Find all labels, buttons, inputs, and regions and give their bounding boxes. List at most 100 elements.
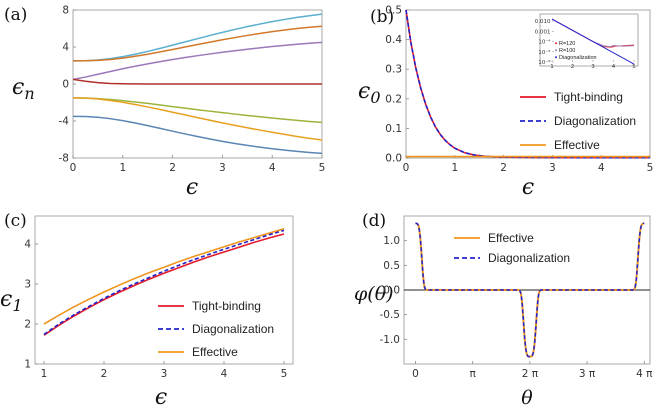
panel-b-ytick-label: 0.0 xyxy=(385,153,402,165)
panel-c-series-Tight-binding xyxy=(43,233,285,336)
panel-d-ytick-label: 0.0 xyxy=(383,285,400,297)
panel-b-xtick-label: 4 xyxy=(598,162,605,174)
panel-b-ytick-label: 0.2 xyxy=(385,93,402,105)
panel-b-xtick-label: 5 xyxy=(647,162,654,174)
panel-d-xtick-label: 4 π xyxy=(636,368,653,380)
panel-c-xtick-label: 2 xyxy=(101,368,108,380)
panel-a-ticks: 0 1 2 3 4 5 -8 -4 0 4 8 xyxy=(59,5,326,175)
panel-d-ytick-label: 0.5 xyxy=(383,260,400,272)
panel-a-xtick-label: 2 xyxy=(169,162,176,174)
panel-a-series-band-1 xyxy=(72,13,323,62)
inset-xtick-label: 1 xyxy=(550,64,554,70)
inset-ytick-label: 10⁻⁵ xyxy=(538,49,550,56)
inset-xtick-label: 5 xyxy=(632,64,636,70)
panel-b-legend-label: Effective xyxy=(554,138,600,152)
panel-d-xlabel: θ xyxy=(521,387,533,409)
panel-c-xtick-label: 3 xyxy=(161,368,168,380)
panel-b-ytick-label: 0.4 xyxy=(385,34,402,46)
panel-a-lines xyxy=(72,13,323,155)
panel-c-lines xyxy=(43,228,285,336)
panel-a-xtick-label: 0 xyxy=(70,162,77,174)
panel-d-xtick-label: 2 π xyxy=(522,368,539,380)
panel-b: (b) ϵ0 ϵ 0 1 2 3 4 50.00.10.20.30.40.5 Tight-… xyxy=(358,5,653,201)
panel-c-series-Diagonalization xyxy=(43,229,285,336)
inset-xtick-label: 4 xyxy=(612,64,616,70)
panel-a-xtick-label: 5 xyxy=(319,162,326,174)
inset-ytick-label: 10⁻⁶ xyxy=(538,59,551,66)
panel-b-ytick-label: 0.5 xyxy=(385,5,402,17)
panel-b-ylabel-base: ϵ xyxy=(358,79,370,104)
panel-a-ytick-label: 8 xyxy=(62,5,69,17)
panel-a-series-band-4 xyxy=(72,78,322,85)
panel-a-ytick-label: -8 xyxy=(59,153,69,165)
panel-d-series-Diagonalization xyxy=(415,222,645,358)
inset-legend-label: R=100 xyxy=(559,48,575,54)
panel-a-xtick-label: 1 xyxy=(119,162,126,174)
panel-c-series-Effective xyxy=(43,228,285,325)
panel-c-xtick-label: 5 xyxy=(281,368,288,380)
panel-b-xlabel: ϵ xyxy=(522,175,534,200)
panel-d-xtick-label: π xyxy=(469,368,476,380)
panel-a-xlabel: ϵ xyxy=(186,175,198,200)
inset-xtick-label: 3 xyxy=(591,64,595,70)
inset-ytick-label: 0.001 xyxy=(535,29,551,35)
panel-a-ytick-label: 4 xyxy=(62,42,69,54)
panel-b-label: (b) xyxy=(370,7,394,27)
panel-a-series-band-5 xyxy=(72,97,323,124)
panel-c-legend: Tight-binding Diagonalization Effective xyxy=(158,299,274,359)
panel-c-ytick-label: 4 xyxy=(24,239,31,251)
inset-legend-label: R=120 xyxy=(559,41,575,47)
inset-ytick-label: 0.010 xyxy=(535,19,551,25)
panel-c-legend-label: Tight-binding xyxy=(192,299,261,313)
panel-b-xtick-label: 2 xyxy=(500,162,507,174)
panel-b-ticks: 0 1 2 3 4 5 0.0 0.1 0.2 0.3 0.4 0.5 xyxy=(385,5,653,175)
panel-c-xlabel: ϵ xyxy=(155,385,167,410)
inset-legend-marker xyxy=(555,49,557,52)
panel-d-ytick-label: -0.5 xyxy=(380,309,401,321)
panel-a-xtick-label: 4 xyxy=(269,162,276,174)
panel-c-legend-label: Effective xyxy=(192,345,238,359)
inset-ticks: 1 2 3 4 5 0.010 0.001 10⁻⁴ 10⁻⁵ 10⁻⁶ xyxy=(535,19,637,70)
inset-ytick-label: 10⁻⁴ xyxy=(538,39,551,46)
inset-series-Diagonalization xyxy=(551,18,635,65)
panel-b-ytick-label: 0.3 xyxy=(385,64,402,76)
panel-a-ylabel-sub: n xyxy=(24,84,34,103)
panel-b-legend-label: Tight-binding xyxy=(554,90,623,104)
panel-d-lines xyxy=(404,222,650,358)
panel-b-inset: 1 2 3 4 5 0.010 0.001 10⁻⁴ 10⁻⁵ 10⁻⁶ R=120R=100Di… xyxy=(535,13,639,70)
panel-d-xtick-label: 3 π xyxy=(579,368,596,380)
panel-a-ytick-label: -4 xyxy=(59,116,70,128)
panel-b-series-Diagonalization xyxy=(405,9,650,159)
panel-a-xtick-label: 3 xyxy=(219,162,226,174)
panel-d-ytick-label: 1.0 xyxy=(383,235,400,247)
inset-xtick-label: 2 xyxy=(571,64,575,70)
panel-d-xtick-label: 0 xyxy=(412,368,419,380)
panel-d-legend-label: Diagonalization xyxy=(488,251,570,265)
panel-a-series-band-3 xyxy=(72,41,323,81)
panel-c-ytick-label: 3 xyxy=(24,279,31,291)
inset-lines xyxy=(551,18,635,65)
panel-c-legend-label: Diagonalization xyxy=(192,322,274,336)
panel-c-ylabel-sub: 1 xyxy=(12,296,22,315)
panel-c-ylabel-base: ϵ xyxy=(0,287,12,312)
panel-c-xtick-label: 1 xyxy=(41,368,48,380)
panel-c-label: (c) xyxy=(4,211,27,231)
panel-a-series-band-6 xyxy=(72,97,323,141)
panel-b-xtick-label: 1 xyxy=(451,162,458,174)
panel-b-ytick-label: 0.1 xyxy=(385,123,402,135)
inset-legend-marker xyxy=(555,56,557,59)
panel-d-legend-label: Effective xyxy=(488,231,534,245)
panel-a-ylabel-base: ϵ xyxy=(12,75,24,100)
panel-d-ytick-label: -1.0 xyxy=(380,334,401,346)
panel-c-ylabel: ϵ1 xyxy=(0,287,23,315)
panel-d-ticks: 0 π 2 π 3 π 4 π -1.0 -0.5 0.0 0.5 1.0 xyxy=(380,235,654,380)
panel-a-label: (a) xyxy=(4,5,27,25)
panel-b-xtick-label: 0 xyxy=(403,162,410,174)
panel-b-lines xyxy=(405,9,650,159)
panel-d-label: (d) xyxy=(362,211,386,231)
panel-b-ylabel-sub: 0 xyxy=(370,88,380,107)
